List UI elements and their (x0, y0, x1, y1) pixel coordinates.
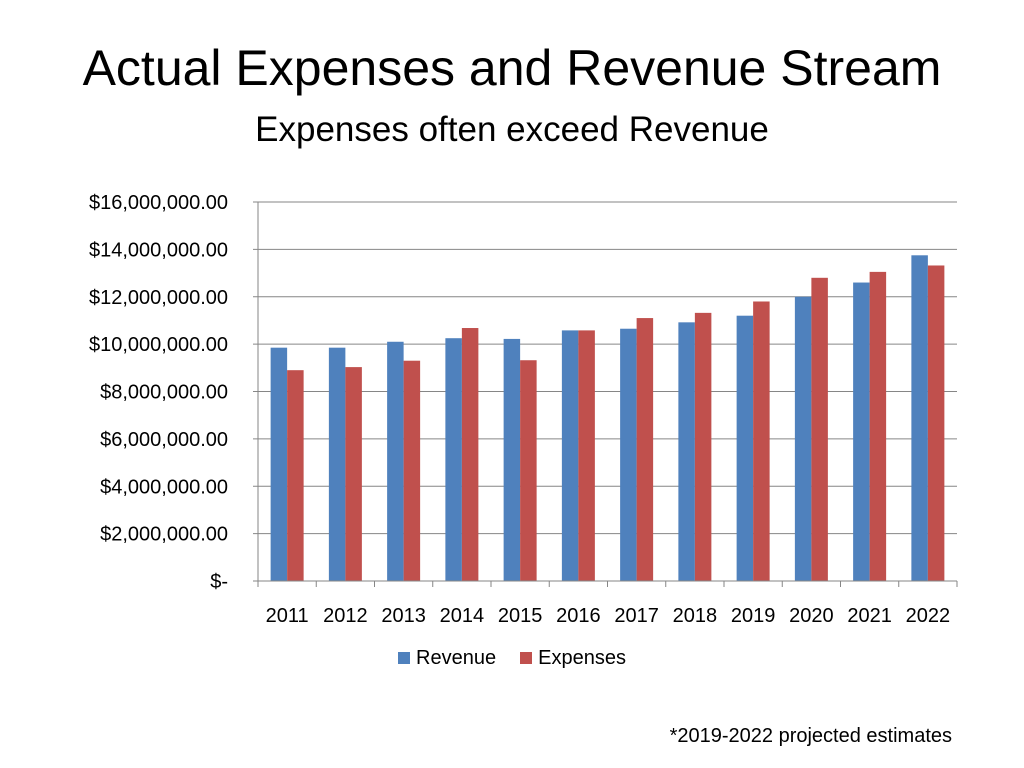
x-tick-label: 2020 (789, 605, 834, 627)
y-tick-label: $14,000,000.00 (89, 239, 228, 261)
bar-expenses-2013 (403, 360, 421, 581)
legend-swatch-expenses (520, 652, 533, 664)
bar-expenses-2016 (578, 330, 595, 581)
legend-swatch-revenue (398, 652, 411, 664)
bar-expenses-2018 (694, 312, 712, 581)
bar-revenue-2014 (445, 338, 462, 581)
x-tick-label: 2014 (440, 605, 485, 627)
y-tick-label: $12,000,000.00 (89, 287, 228, 309)
y-tick-label: $4,000,000.00 (100, 476, 228, 498)
bars (270, 255, 945, 581)
y-tick-label: $2,000,000.00 (100, 524, 228, 546)
bar-chart: $- $2,000,000.00 $4,000,000.00 $6,000,000.0… (89, 192, 958, 627)
legend-item-revenue: Revenue (398, 647, 496, 670)
gridlines (258, 201, 957, 535)
x-tick-label: 2019 (731, 605, 776, 627)
legend-label-revenue: Revenue (416, 646, 497, 669)
bar-expenses-2014 (461, 328, 479, 581)
y-tick-label: $16,000,000.00 (89, 192, 228, 214)
bar-revenue-2015 (503, 338, 521, 581)
chart-subtitle: Expenses often exceed Revenue (255, 110, 769, 149)
bar-revenue-2021 (853, 282, 870, 581)
y-tick-label: $8,000,000.00 (100, 382, 228, 404)
bar-revenue-2020 (794, 296, 812, 581)
x-tick-label: 2012 (323, 605, 368, 627)
bar-revenue-2016 (561, 330, 579, 581)
legend: Revenue Expenses (0, 644, 1024, 672)
bar-revenue-2018 (678, 322, 695, 581)
bar-expenses-2022 (927, 265, 945, 581)
chart-title: Actual Expenses and Revenue Stream (82, 40, 942, 96)
legend-label-expenses: Expenses (538, 646, 626, 669)
y-tick-label: $6,000,000.00 (100, 429, 228, 451)
x-tick-label: 2022 (906, 605, 951, 627)
y-axis-tick-labels: $- $2,000,000.00 $4,000,000.00 $6,000,000.0… (89, 192, 228, 593)
x-tick-label: 2011 (266, 605, 309, 627)
bar-expenses-2012 (345, 367, 362, 581)
bar-expenses-2020 (811, 277, 828, 581)
x-tick-label: 2016 (556, 605, 601, 627)
footnote: *2019-2022 projected estimates (669, 725, 952, 747)
x-tick-label: 2018 (673, 605, 718, 627)
axes (253, 201, 958, 587)
bar-expenses-2021 (869, 271, 887, 581)
bar-revenue-2022 (911, 255, 928, 581)
bar-expenses-2011 (287, 370, 304, 581)
bar-expenses-2015 (520, 360, 537, 581)
bar-expenses-2019 (753, 301, 770, 581)
bar-revenue-2013 (387, 341, 404, 581)
x-tick-label: 2013 (381, 605, 426, 627)
x-tick-label: 2021 (847, 605, 892, 627)
bar-revenue-2019 (736, 315, 754, 581)
x-tick-label: 2017 (614, 605, 659, 627)
legend-item-expenses: Expenses (520, 647, 626, 670)
y-tick-label: $- (210, 571, 228, 593)
x-axis-tick-labels: 2011 2012 2013 2014 2015 2016 2017 2018 2019 2020… (266, 605, 951, 627)
bar-revenue-2012 (328, 347, 346, 581)
bar-expenses-2017 (636, 318, 654, 581)
y-tick-label: $10,000,000.00 (89, 334, 228, 356)
x-tick-label: 2015 (498, 605, 543, 627)
bar-revenue-2011 (270, 347, 288, 581)
bar-revenue-2017 (620, 328, 637, 581)
